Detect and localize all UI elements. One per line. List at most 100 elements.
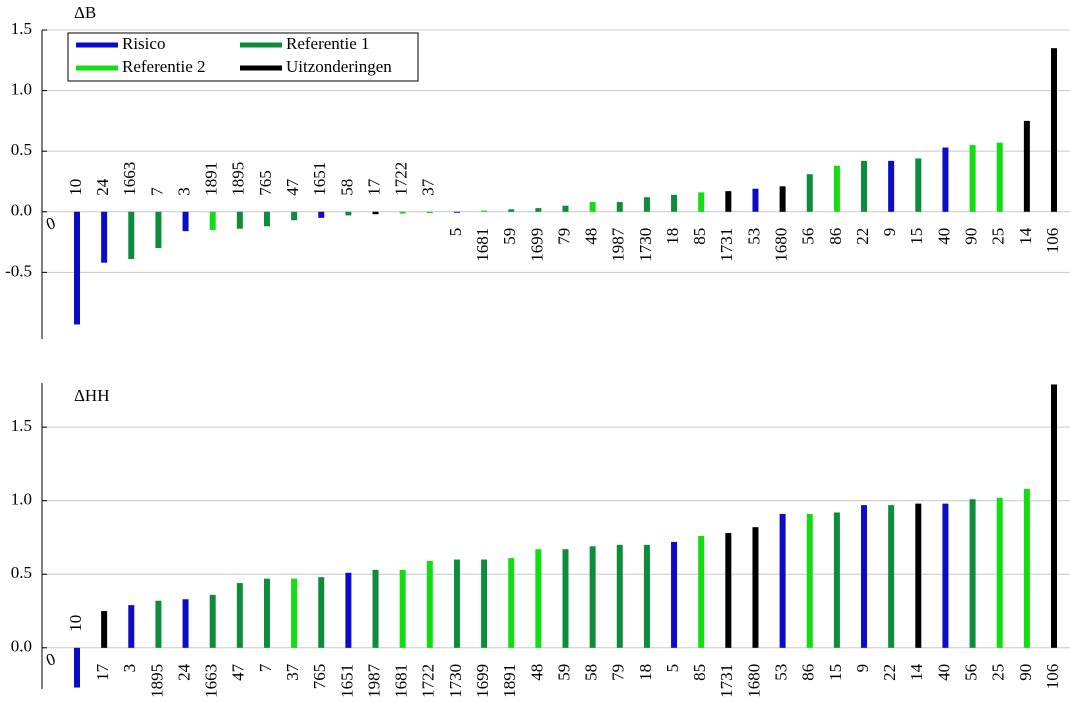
bar [508,209,515,212]
x-tick-label: 53 [772,664,791,681]
x-tick-label: 1731 [717,664,736,698]
bar [1023,488,1030,648]
x-tick-label: 5 [446,228,465,237]
chart-title: ΔB [74,3,96,22]
x-tick-label: 1681 [473,228,492,262]
y-tick-label: 1.0 [11,490,32,509]
x-axis-label: 0 [44,649,58,670]
bar [589,546,596,648]
bar [915,503,922,648]
x-tick-label: 1699 [473,664,492,698]
x-tick-label: 24 [93,178,112,196]
x-tick-label: 3 [174,187,193,196]
x-tick-label: 24 [174,663,193,681]
x-tick-label: 48 [527,664,546,681]
x-tick-label: 37 [419,178,438,196]
bar [643,197,650,212]
bar [345,211,352,216]
x-tick-label: 1987 [609,227,628,262]
bar [915,158,922,212]
x-axis-label: 0 [44,213,58,234]
bar [698,192,705,212]
legend-label: Risico [122,34,165,53]
x-tick-label: 15 [826,664,845,681]
bar [562,549,569,648]
x-tick-label: 15 [907,228,926,245]
bar [806,174,813,212]
y-tick-label: 0.0 [11,201,32,220]
bar [128,605,135,648]
bar [318,211,325,218]
y-tick-label: 1.5 [11,416,32,435]
bar [942,503,949,648]
bar [1023,120,1030,212]
x-tick-label: 25 [989,228,1008,245]
x-tick-label: 90 [961,228,980,245]
x-tick-label: 10 [66,179,85,196]
bar [888,505,895,648]
bar [1051,48,1057,212]
bar [942,147,949,212]
bar [318,577,325,648]
bar [155,600,162,648]
x-tick-label: 40 [934,664,953,681]
x-tick-label: 1730 [446,664,465,698]
bar [74,211,80,325]
bar [426,211,433,213]
bar [535,208,542,212]
x-tick-label: 1663 [120,162,139,196]
bar [263,578,270,648]
x-tick-label: 17 [93,663,112,681]
bar [861,505,868,648]
legend-label: Uitzonderingen [286,57,392,76]
x-tick-label: 1663 [202,664,221,698]
x-tick-label: 86 [799,664,818,681]
bar [291,578,298,648]
x-tick-label: 1722 [419,664,438,698]
x-tick-label: 40 [934,228,953,245]
x-tick-label: 1987 [364,663,383,698]
x-tick-label: 22 [853,228,872,245]
x-tick-label: 56 [961,664,980,681]
x-tick-label: 48 [582,228,601,245]
x-tick-label: 5 [663,664,682,673]
y-tick-label: -0.5 [5,261,32,280]
x-tick-label: 85 [690,664,709,681]
x-tick-label: 18 [636,664,655,681]
bar [372,211,379,215]
x-tick-label: 22 [880,664,899,681]
x-tick-label: 1681 [392,664,411,698]
x-tick-label: 90 [1016,664,1035,681]
bar [236,211,243,229]
bar [589,202,596,212]
bar [671,194,678,212]
bar [481,210,488,212]
x-tick-label: 1699 [527,228,546,262]
x-tick-label: 765 [310,664,329,690]
bar [996,497,1003,648]
bar [74,647,80,688]
x-tick-label: 18 [663,228,682,245]
bar [236,583,243,648]
bar [426,561,433,648]
x-tick-label: 14 [1016,227,1035,245]
x-tick-label: 9 [853,664,872,673]
x-tick-label: 56 [799,228,818,245]
x-tick-label: 79 [609,664,628,681]
x-tick-label: 1895 [229,162,248,196]
bar [399,211,406,214]
x-tick-label: 59 [500,228,519,245]
bar [209,594,216,648]
bar [209,211,216,230]
x-tick-label: 765 [256,170,275,196]
x-tick-label: 47 [283,178,302,196]
bar [101,611,108,648]
bar [833,512,840,648]
x-tick-label: 1731 [717,228,736,262]
bar [969,499,976,648]
x-tick-label: 1722 [392,162,411,196]
x-tick-label: 37 [283,663,302,681]
x-tick-label: 17 [364,178,383,196]
bar [508,558,515,648]
